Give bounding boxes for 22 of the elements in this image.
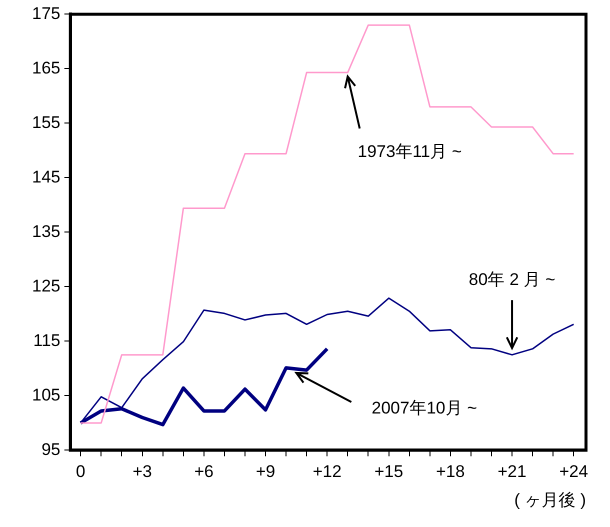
x-tick-label: +6 xyxy=(194,462,214,482)
annotation: 80年 2 月 ~ xyxy=(468,270,556,289)
y-tick-label: 115 xyxy=(33,330,60,350)
y-tick-label: 95 xyxy=(41,440,60,459)
x-tick-label: +15 xyxy=(374,462,404,482)
x-tick-label: +18 xyxy=(436,462,465,482)
x-tick-label: 0 xyxy=(76,462,86,482)
x-tick-label: +12 xyxy=(312,462,342,482)
x-tick-label: +3 xyxy=(132,462,152,482)
annotation: 2007年10月 ~ xyxy=(372,398,478,418)
x-tick-label: +9 xyxy=(256,462,276,482)
y-tick-label: 135 xyxy=(32,222,60,241)
y-tick-label: 125 xyxy=(32,276,60,296)
x-tick-label: +21 xyxy=(498,462,526,482)
y-tick-label: 165 xyxy=(32,58,60,78)
y-tick-label: 105 xyxy=(32,385,60,404)
y-tick-label: 175 xyxy=(32,4,60,23)
x-axis-title: ( ヶ月後 ) xyxy=(514,490,586,510)
y-tick-label: 145 xyxy=(32,167,60,186)
annotation: 1973年11月 ~ xyxy=(358,142,462,162)
x-tick-label: +24 xyxy=(559,462,588,482)
y-tick-label: 155 xyxy=(32,112,60,132)
